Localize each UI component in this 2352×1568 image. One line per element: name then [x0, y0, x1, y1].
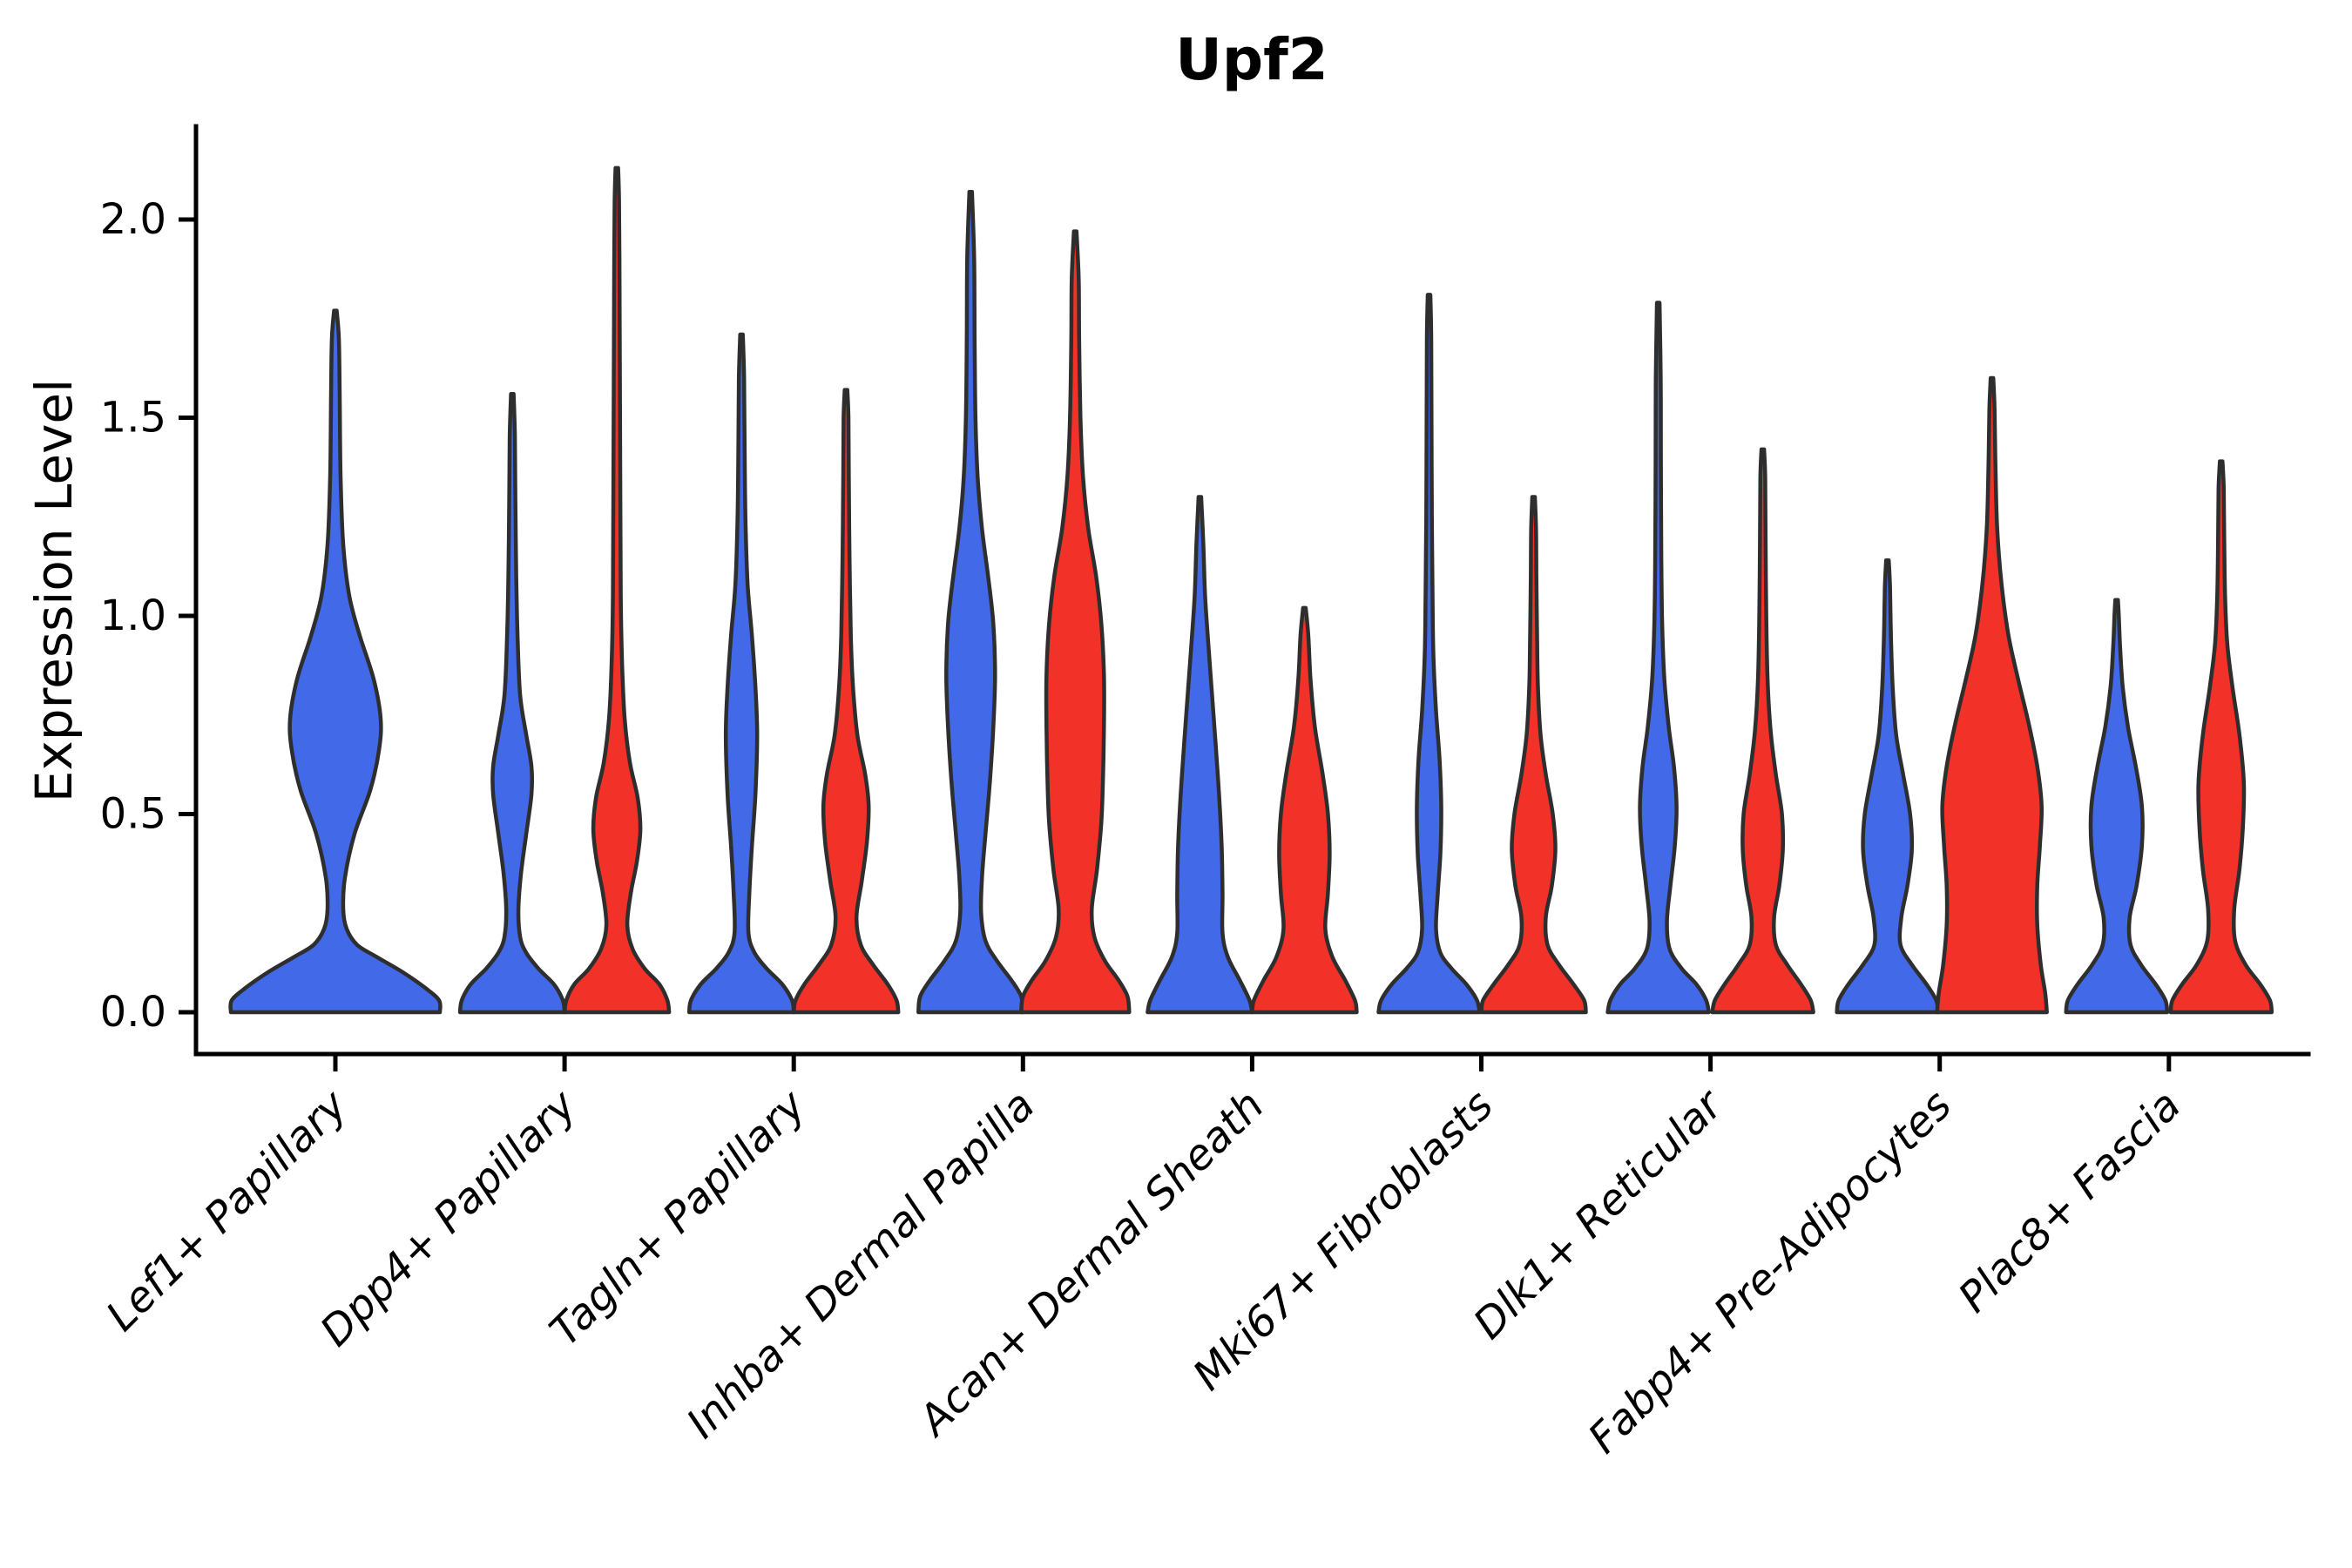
x-tick-label: Lef1+ Papillary	[97, 1080, 357, 1341]
violin-plac8-fascia-blue	[2064, 598, 2170, 1015]
violin-fabp4-pre-adipocytes-red	[1935, 375, 2049, 1015]
violin-plac8-fascia-red	[2168, 459, 2274, 1015]
chart-title: Upf2	[1175, 26, 1328, 93]
y-tick-label: 0.5	[100, 790, 166, 839]
violin-dpp4-papillary-blue	[457, 391, 567, 1015]
y-tick-label: 2.0	[100, 195, 166, 244]
violin-lef1-papillary-blue	[228, 308, 443, 1015]
violin-tagln-papillary-blue	[686, 332, 796, 1015]
x-tick-label: Dpp4+ Papillary	[311, 1080, 586, 1355]
violin-dpp4-papillary-red	[562, 166, 672, 1015]
violin-inhba-dermal-papilla-blue	[916, 189, 1025, 1015]
x-tick-label: Plac8+ Fascia	[1950, 1081, 2191, 1322]
violin-acan-dermal-sheath-red	[1250, 605, 1359, 1015]
violin-fabp4-pre-adipocytes-blue	[1835, 558, 1940, 1015]
violin-acan-dermal-sheath-blue	[1146, 495, 1254, 1015]
y-tick-label: 1.0	[100, 591, 166, 640]
violin-inhba-dermal-papilla-red	[1019, 229, 1132, 1015]
y-axis-label: Expression Level	[24, 378, 84, 803]
x-tick-label: Tagln+ Papillary	[540, 1080, 815, 1355]
x-tick-label: Fabp4+ Pre-Adipocytes	[1579, 1081, 1962, 1463]
violin-mki67-fibroblasts-blue	[1376, 293, 1482, 1015]
y-tick-label: 1.5	[100, 394, 166, 443]
violin-dlk1-reticular-blue	[1605, 301, 1711, 1015]
y-tick-label: 0.0	[100, 988, 166, 1037]
x-tick-label: Dlk1+ Reticular	[1464, 1079, 1734, 1349]
violin-mki67-fibroblasts-red	[1479, 495, 1588, 1015]
violin-tagln-papillary-red	[791, 388, 901, 1015]
violin-dlk1-reticular-red	[1710, 447, 1815, 1015]
